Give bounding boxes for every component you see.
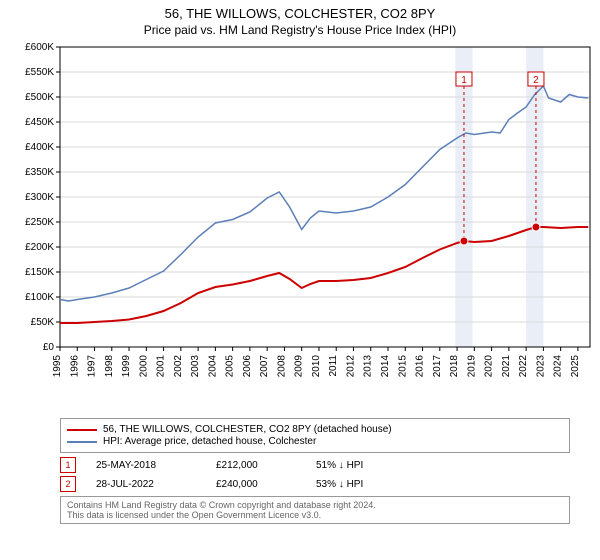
legend-label: 56, THE WILLOWS, COLCHESTER, CO2 8PY (de…	[103, 424, 392, 435]
svg-text:2005: 2005	[225, 355, 236, 378]
svg-text:2012: 2012	[345, 355, 356, 378]
line-chart: £0 £50K £100K £150K £200K £250K £300K £350K £400…	[0, 37, 600, 407]
svg-text:2007: 2007	[259, 355, 270, 378]
legend-label: HPI: Average price, detached house, Colc…	[103, 436, 316, 447]
svg-text:2017: 2017	[432, 355, 443, 378]
svg-text:2025: 2025	[570, 355, 581, 378]
license-line: Contains HM Land Registry data © Crown c…	[67, 500, 563, 510]
svg-text:£300K: £300K	[25, 192, 54, 203]
svg-text:2009: 2009	[294, 355, 305, 378]
svg-text:2: 2	[533, 75, 539, 86]
sale-price: £240,000	[216, 479, 296, 490]
sales-table: 1 25-MAY-2018 £212,000 51% ↓ HPI 2 28-JU…	[60, 457, 570, 492]
svg-text:2013: 2013	[363, 355, 374, 378]
svg-text:1: 1	[461, 75, 467, 86]
svg-text:1998: 1998	[104, 355, 115, 378]
svg-text:£100K: £100K	[25, 292, 54, 303]
svg-text:2014: 2014	[380, 355, 391, 378]
svg-text:£200K: £200K	[25, 242, 54, 253]
svg-text:2023: 2023	[535, 355, 546, 378]
svg-text:2019: 2019	[466, 355, 477, 378]
sale-marker-icon: 1	[60, 457, 76, 473]
svg-text:£50K: £50K	[31, 317, 55, 328]
svg-text:1995: 1995	[52, 355, 63, 378]
svg-text:2015: 2015	[397, 355, 408, 378]
chart-area: £0 £50K £100K £150K £200K £250K £300K £350K £400…	[0, 37, 600, 412]
legend-swatch	[67, 441, 97, 443]
svg-text:1997: 1997	[87, 355, 98, 378]
svg-text:£150K: £150K	[25, 267, 54, 278]
svg-text:2004: 2004	[207, 355, 218, 378]
page: 56, THE WILLOWS, COLCHESTER, CO2 8PY Pri…	[0, 0, 600, 524]
svg-text:2021: 2021	[501, 355, 512, 378]
sale-date: 25-MAY-2018	[96, 460, 196, 471]
legend-item: HPI: Average price, detached house, Colc…	[67, 436, 563, 447]
svg-text:2003: 2003	[190, 355, 201, 378]
chart-subtitle: Price paid vs. HM Land Registry's House …	[0, 23, 600, 37]
svg-text:£450K: £450K	[25, 117, 54, 128]
sale-delta: 53% ↓ HPI	[316, 479, 363, 490]
sale-row: 1 25-MAY-2018 £212,000 51% ↓ HPI	[60, 457, 570, 473]
sale-row: 2 28-JUL-2022 £240,000 53% ↓ HPI	[60, 476, 570, 492]
svg-text:£250K: £250K	[25, 217, 54, 228]
legend: 56, THE WILLOWS, COLCHESTER, CO2 8PY (de…	[60, 418, 570, 453]
svg-text:£600K: £600K	[25, 42, 54, 53]
svg-text:£550K: £550K	[25, 67, 54, 78]
svg-text:2002: 2002	[173, 355, 184, 378]
sale-delta: 51% ↓ HPI	[316, 460, 363, 471]
svg-text:1999: 1999	[121, 355, 132, 378]
titles: 56, THE WILLOWS, COLCHESTER, CO2 8PY Pri…	[0, 0, 600, 37]
svg-text:2020: 2020	[484, 355, 495, 378]
svg-text:2018: 2018	[449, 355, 460, 378]
svg-text:2016: 2016	[415, 355, 426, 378]
legend-item: 56, THE WILLOWS, COLCHESTER, CO2 8PY (de…	[67, 424, 563, 435]
license-notice: Contains HM Land Registry data © Crown c…	[60, 496, 570, 524]
svg-text:2022: 2022	[518, 355, 529, 378]
svg-text:£0: £0	[43, 342, 55, 353]
legend-swatch	[67, 429, 97, 431]
chart-title: 56, THE WILLOWS, COLCHESTER, CO2 8PY	[0, 6, 600, 21]
svg-text:2011: 2011	[328, 355, 339, 377]
sale-marker-icon: 2	[60, 476, 76, 492]
svg-text:£400K: £400K	[25, 142, 54, 153]
license-line: This data is licensed under the Open Gov…	[67, 510, 563, 520]
svg-text:2006: 2006	[242, 355, 253, 378]
svg-text:2024: 2024	[553, 355, 564, 378]
sale-date: 28-JUL-2022	[96, 479, 196, 490]
svg-text:1996: 1996	[69, 355, 80, 378]
sale-price: £212,000	[216, 460, 296, 471]
svg-text:2010: 2010	[311, 355, 322, 378]
svg-text:£500K: £500K	[25, 92, 54, 103]
svg-text:2000: 2000	[138, 355, 149, 378]
svg-text:2001: 2001	[156, 355, 167, 378]
svg-text:2008: 2008	[276, 355, 287, 378]
svg-text:£350K: £350K	[25, 167, 54, 178]
